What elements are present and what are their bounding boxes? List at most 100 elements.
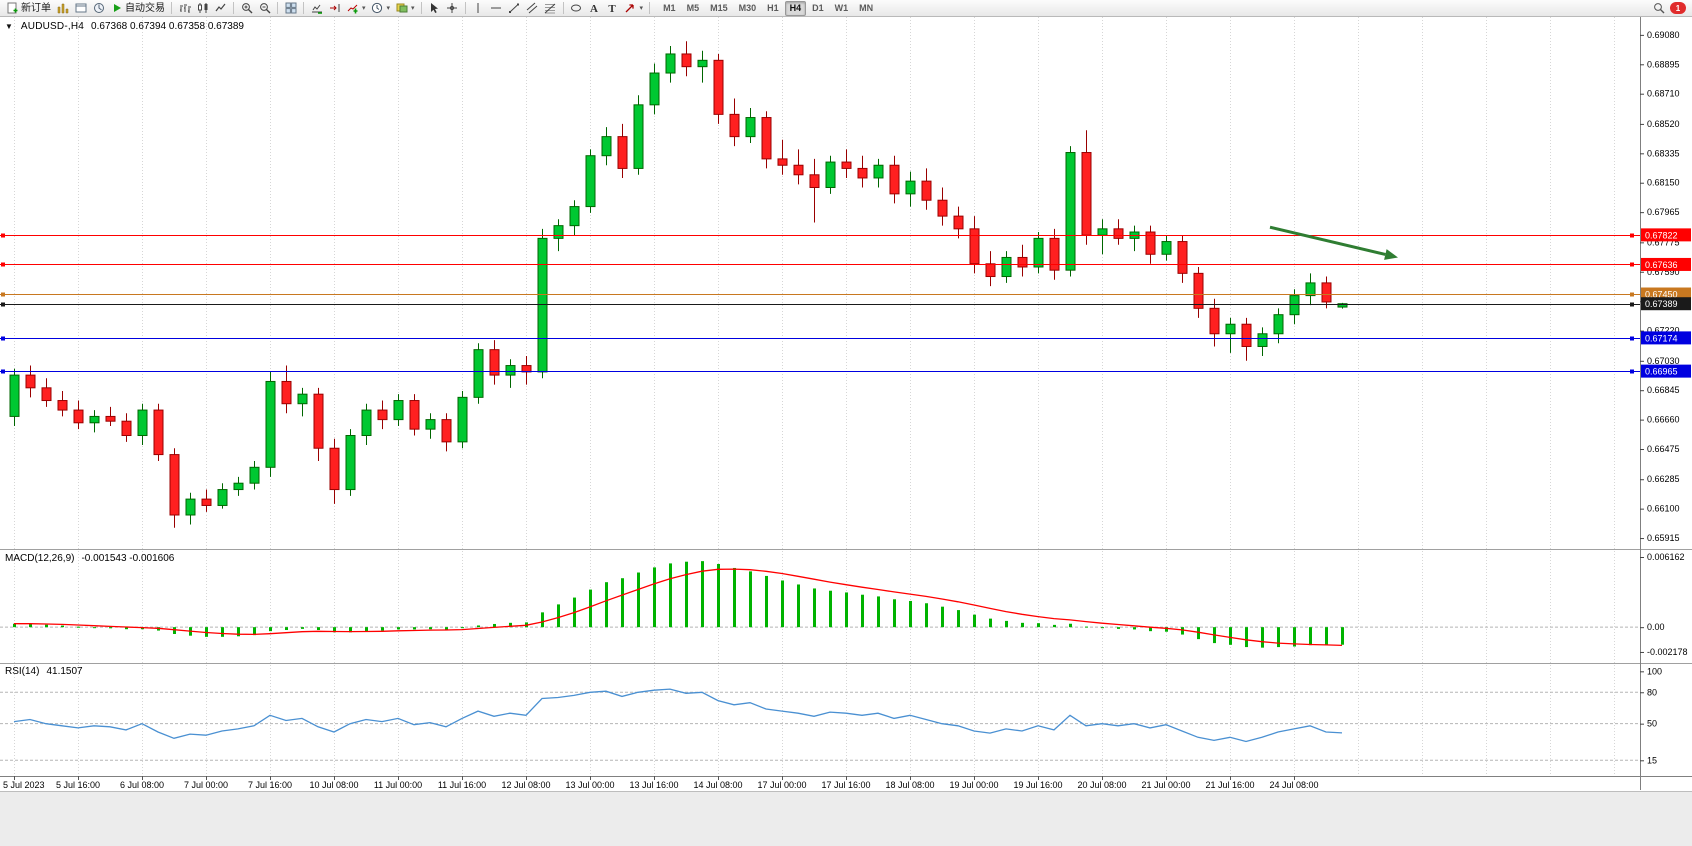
data-window-icon xyxy=(74,2,87,15)
ellipse-tool-button[interactable] xyxy=(568,1,585,16)
chevron-down-icon: ▾ xyxy=(362,5,366,12)
text-label-tool-button[interactable]: T xyxy=(604,1,621,16)
trendline-button[interactable] xyxy=(506,1,523,16)
hline-0.67636[interactable] xyxy=(0,262,1640,267)
new-order-icon xyxy=(6,2,19,15)
toolbar-separator xyxy=(649,2,651,14)
svg-text:7 Jul 00:00: 7 Jul 00:00 xyxy=(184,780,228,790)
search-icon[interactable] xyxy=(1652,2,1665,15)
rsi-name: RSI(14) xyxy=(5,666,40,677)
svg-text:0.68335: 0.68335 xyxy=(1647,148,1680,158)
timeframe-h1-button[interactable]: H1 xyxy=(767,2,779,13)
svg-text:6 Jul 08:00: 6 Jul 08:00 xyxy=(120,780,164,790)
hline-0.67389[interactable] xyxy=(0,302,1640,307)
price-axis[interactable]: 0.69080 0.68895 0.68710 0.68520 0.68335 0.681… xyxy=(1640,17,1688,790)
svg-text:11 Jul 00:00: 11 Jul 00:00 xyxy=(374,780,422,790)
chevron-down-icon: ▾ xyxy=(411,5,415,12)
price-tag-0.66965: 0.66965 xyxy=(1641,364,1691,378)
horizontal-line-button[interactable] xyxy=(488,1,505,16)
timeframe-m30-button[interactable]: M30 xyxy=(738,2,757,13)
symbol-period-label: AUDUSD-,H4 xyxy=(20,21,85,32)
svg-text:0.67965: 0.67965 xyxy=(1647,207,1680,217)
hline-0.67450[interactable] xyxy=(0,292,1640,297)
hline-0.67174[interactable] xyxy=(0,336,1640,341)
chart-shift-button[interactable] xyxy=(326,1,343,16)
toolbar: 新订单 自动交易 ▾ ▾ ▾ A T ▾ M1 M5 M15 M30 H1 H4 D1 W1 MN 1 xyxy=(0,0,1692,17)
svg-text:7 Jul 16:00: 7 Jul 16:00 xyxy=(248,780,292,790)
navigator-button[interactable] xyxy=(90,1,107,16)
toolbar-separator xyxy=(233,2,234,14)
timeframe-toolbar: M1 M5 M15 M30 H1 H4 D1 W1 MN xyxy=(658,0,878,16)
chart-line-button[interactable] xyxy=(212,1,229,16)
arrows-tool-button[interactable]: ▾ xyxy=(622,1,646,16)
hline-0.66965[interactable] xyxy=(0,369,1640,374)
status-strip xyxy=(0,791,1692,846)
svg-text:13 Jul 16:00: 13 Jul 16:00 xyxy=(629,780,678,790)
chart-line-icon xyxy=(214,2,227,15)
autotrading-label: 自动交易 xyxy=(125,2,165,14)
timeframe-m1-button[interactable]: M1 xyxy=(663,2,676,13)
templates-button[interactable]: ▾ xyxy=(393,1,417,16)
timeframe-w1-button[interactable]: W1 xyxy=(834,2,849,13)
auto-scroll-icon xyxy=(310,2,323,15)
cursor-button[interactable] xyxy=(426,1,443,16)
zoom-out-button[interactable] xyxy=(256,1,273,16)
text-tool-button[interactable]: A xyxy=(586,1,603,16)
svg-text:A: A xyxy=(590,3,598,14)
indicators-icon xyxy=(346,2,359,15)
svg-text:14 Jul 08:00: 14 Jul 08:00 xyxy=(693,780,742,790)
periods-button[interactable]: ▾ xyxy=(369,1,393,16)
toolbar-button-group: 新订单 自动交易 ▾ ▾ ▾ A T ▾ xyxy=(4,1,653,16)
ohlc-values: 0.67368 0.67394 0.67358 0.67389 xyxy=(91,21,244,32)
toolbar-separator xyxy=(303,2,304,14)
crosshair-button[interactable] xyxy=(444,1,461,16)
svg-text:21 Jul 16:00: 21 Jul 16:00 xyxy=(1205,780,1254,790)
vertical-line-button[interactable] xyxy=(470,1,487,16)
auto-scroll-button[interactable] xyxy=(308,1,325,16)
svg-text:0.67636: 0.67636 xyxy=(1645,260,1678,270)
svg-text:0.69080: 0.69080 xyxy=(1647,30,1680,40)
toolbar-separator xyxy=(277,2,278,14)
zoom-in-button[interactable] xyxy=(238,1,255,16)
navigator-icon xyxy=(92,2,105,15)
current-price-tag: 0.67389 xyxy=(1641,297,1691,311)
data-window-button[interactable] xyxy=(72,1,89,16)
chart-candles-icon xyxy=(196,2,209,15)
macd-values: -0.001543 -0.001606 xyxy=(81,553,175,564)
trend-arrow-annotation[interactable] xyxy=(1269,225,1398,260)
timeframe-m15-button[interactable]: M15 xyxy=(710,2,728,13)
equidistant-channel-button[interactable] xyxy=(524,1,541,16)
chart-candles-button[interactable] xyxy=(194,1,211,16)
time-axis[interactable]: 5 Jul 2023 5 Jul 16:00 6 Jul 08:00 7 Jul 00… xyxy=(3,776,1319,790)
price-tag-0.67822: 0.67822 xyxy=(1641,228,1691,242)
timeframe-h4-button[interactable]: H4 xyxy=(784,0,807,16)
svg-text:13 Jul 00:00: 13 Jul 00:00 xyxy=(565,780,614,790)
autotrading-button[interactable]: 自动交易 xyxy=(108,1,167,16)
indicators-button[interactable]: ▾ xyxy=(344,1,368,16)
timeframe-m5-button[interactable]: M5 xyxy=(686,2,700,13)
market-watch-button[interactable] xyxy=(54,1,71,16)
svg-text:24 Jul 08:00: 24 Jul 08:00 xyxy=(1269,780,1318,790)
toolbar-separator xyxy=(171,2,172,14)
trendline-icon xyxy=(508,2,521,15)
one-click-trading-icon[interactable]: ▼ xyxy=(5,22,13,31)
pane-splitters[interactable] xyxy=(0,549,1692,777)
toolbar-separator xyxy=(464,2,466,14)
notification-badge[interactable]: 1 xyxy=(1670,2,1686,14)
tile-windows-button[interactable] xyxy=(282,1,299,16)
timeframe-mn-button[interactable]: MN xyxy=(859,2,874,13)
chart-bars-button[interactable] xyxy=(176,1,193,16)
macd-name: MACD(12,26,9) xyxy=(5,553,75,564)
svg-text:0.68150: 0.68150 xyxy=(1647,178,1680,188)
timeframe-d1-button[interactable]: D1 xyxy=(812,2,824,13)
fibonacci-retracement-button[interactable] xyxy=(542,1,559,16)
hline-0.67822[interactable] xyxy=(0,233,1640,238)
zoom-in-icon xyxy=(240,2,253,15)
cursor-icon xyxy=(428,2,441,15)
new-order-button[interactable]: 新订单 xyxy=(4,1,53,16)
ellipse-icon xyxy=(570,2,583,15)
channel-icon xyxy=(526,2,539,15)
svg-text:12 Jul 08:00: 12 Jul 08:00 xyxy=(501,780,550,790)
